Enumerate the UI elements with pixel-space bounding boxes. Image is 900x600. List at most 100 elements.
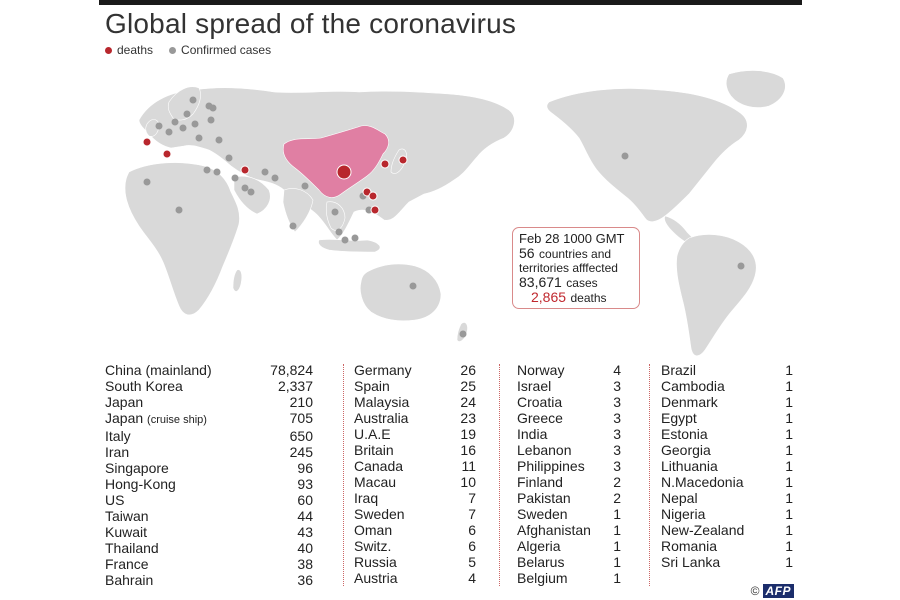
case-dot	[191, 120, 199, 128]
country-name: Iraq	[354, 490, 378, 506]
country-name: Norway	[517, 362, 564, 378]
country-name: India	[517, 426, 547, 442]
country-row: Bahrain 36	[105, 572, 313, 588]
case-dot	[365, 206, 373, 214]
country-name-text: Norway	[517, 362, 565, 378]
country-name: Spain	[354, 378, 390, 394]
country-count: 44	[297, 508, 313, 524]
summary-countries: 56 countries and	[519, 246, 633, 261]
death-dot	[368, 191, 378, 201]
country-row: Macau 10	[354, 474, 476, 490]
case-dot	[203, 166, 211, 174]
country-name: Macau	[354, 474, 396, 490]
country-name: Japan (cruise ship)	[105, 410, 207, 428]
country-row: Algeria 1	[517, 538, 621, 554]
country-count: 1	[785, 474, 793, 490]
country-name-text: New-Zealand	[661, 522, 745, 538]
summary-deaths-label: deaths	[570, 291, 607, 305]
country-row: U.A.E 19	[354, 426, 476, 442]
column-divider	[343, 364, 344, 586]
country-name: Brazil	[661, 362, 696, 378]
country-count: 3	[613, 442, 621, 458]
case-dot	[241, 184, 249, 192]
country-row: Malaysia 24	[354, 394, 476, 410]
country-name: Kuwait	[105, 524, 147, 540]
country-name: Croatia	[517, 394, 562, 410]
country-count: 1	[785, 378, 793, 394]
country-count: 5	[468, 554, 476, 570]
country-name-text: South Korea	[105, 378, 183, 394]
country-name: Algeria	[517, 538, 561, 554]
country-count: 38	[297, 556, 313, 572]
summary-countries-text1: countries and	[539, 247, 612, 261]
country-name: Sweden	[354, 506, 405, 522]
country-name: China (mainland)	[105, 362, 212, 378]
copyright-symbol: ©	[750, 584, 760, 598]
country-name-text: U.A.E	[354, 426, 391, 442]
top-rule	[99, 0, 802, 5]
country-name: Georgia	[661, 442, 711, 458]
case-dot	[341, 236, 349, 244]
case-dot	[189, 96, 197, 104]
afp-logo: AFP	[762, 584, 794, 598]
country-name: Bahrain	[105, 572, 153, 588]
country-row: China (mainland) 78,824	[105, 362, 313, 378]
country-name: Russia	[354, 554, 397, 570]
country-row: Canada 11	[354, 458, 476, 474]
country-name-text: Canada	[354, 458, 404, 474]
summary-deaths-count: 2,865	[531, 289, 567, 305]
country-row: Philippines 3	[517, 458, 621, 474]
country-count: 3	[613, 410, 621, 426]
country-name-text: Georgia	[661, 442, 711, 458]
country-name-text: Australia	[354, 410, 409, 426]
country-name: Denmark	[661, 394, 718, 410]
case-dot	[209, 104, 217, 112]
scandinavia-landmass	[167, 86, 201, 121]
country-count: 60	[297, 492, 313, 508]
case-dot	[261, 168, 269, 176]
country-name: New-Zealand	[661, 522, 744, 538]
case-dot	[207, 116, 215, 124]
case-dot	[183, 110, 191, 118]
country-row: Afghanistan 1	[517, 522, 621, 538]
country-count: 2,337	[277, 378, 313, 394]
country-count: 650	[289, 428, 313, 444]
case-dot	[175, 206, 183, 214]
case-dot	[155, 122, 163, 130]
country-name-text: Nigeria	[661, 506, 706, 522]
country-name: Nepal	[661, 490, 698, 506]
country-name: Pakistan	[517, 490, 571, 506]
death-dot	[162, 149, 172, 159]
country-count: 1	[613, 570, 621, 586]
case-dot	[459, 330, 467, 338]
country-row: New-Zealand 1	[661, 522, 793, 538]
country-count: 1	[785, 554, 793, 570]
case-dot	[621, 152, 629, 160]
country-name: N.Macedonia	[661, 474, 744, 490]
column-divider	[499, 364, 500, 586]
case-dot	[165, 128, 173, 136]
country-name-text: N.Macedonia	[661, 474, 744, 490]
summary-countries-text2: territories afffected	[519, 261, 618, 275]
british-isles-landmass	[145, 119, 160, 137]
south-america-landmass	[676, 234, 757, 357]
country-name-text: US	[105, 492, 125, 508]
case-dot	[271, 174, 279, 182]
country-name-text: Cambodia	[661, 378, 725, 394]
country-count: 1	[613, 554, 621, 570]
country-row: South Korea 2,337	[105, 378, 313, 394]
country-name: Canada	[354, 458, 403, 474]
legend-cases-label: Confirmed cases	[181, 43, 272, 57]
country-name: U.A.E	[354, 426, 391, 442]
country-name: South Korea	[105, 378, 183, 394]
country-row: Thailand 40	[105, 540, 313, 556]
death-dot	[370, 205, 380, 215]
country-name-text: Egypt	[661, 410, 697, 426]
country-row: Estonia 1	[661, 426, 793, 442]
country-count: 7	[468, 506, 476, 522]
country-row: India 3	[517, 426, 621, 442]
death-dot	[380, 159, 390, 169]
case-dot	[409, 282, 417, 290]
country-count: 1	[785, 362, 793, 378]
country-count: 1	[785, 490, 793, 506]
